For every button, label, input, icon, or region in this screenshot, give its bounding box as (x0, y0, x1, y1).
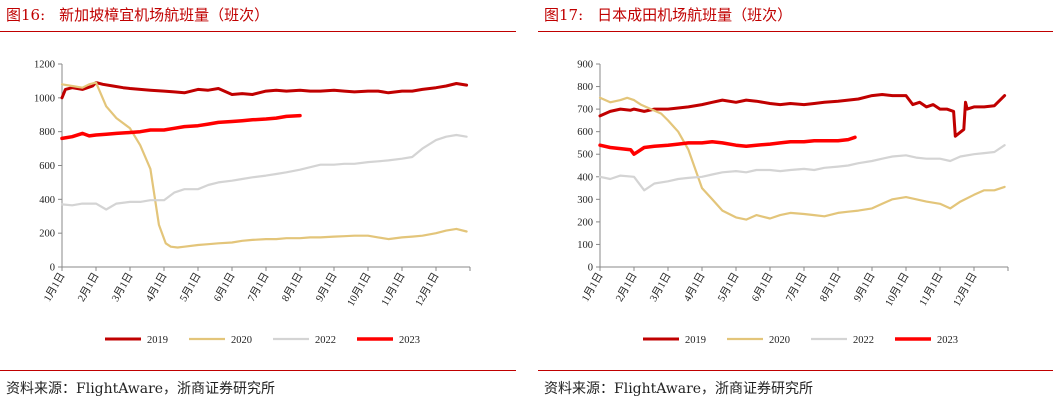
y-tick-label: 800 (577, 82, 593, 93)
x-tick-label: 10月1日 (345, 271, 374, 309)
x-tick-label: 2月1日 (613, 271, 639, 304)
y-tick-label: 400 (39, 195, 55, 206)
legend-label-2020: 2020 (231, 335, 252, 346)
x-tick-label: 11月1日 (379, 271, 408, 309)
x-tick-label: 7月1日 (783, 271, 809, 304)
legend-label-2020: 2020 (769, 335, 790, 346)
series-line-2020 (60, 81, 468, 249)
y-tick-label: 200 (577, 217, 593, 228)
legend-label-2023: 2023 (937, 335, 958, 346)
x-tick-label: 3月1日 (109, 271, 135, 304)
source-divider (0, 370, 516, 371)
figure-number: 图16: (6, 6, 46, 24)
x-tick-label: 2月1日 (75, 271, 101, 304)
y-tick-label: 800 (39, 127, 55, 138)
x-tick-label: 8月1日 (817, 271, 843, 304)
y-tick-label: 600 (577, 127, 593, 138)
chart-title: 日本成田机场航班量（班次） (597, 6, 793, 24)
source-divider (538, 370, 1053, 371)
x-tick-label: 6月1日 (211, 271, 237, 304)
series-line-2019 (598, 93, 1007, 138)
chart-title: 新加坡樟宜机场航班量（班次） (59, 6, 270, 24)
x-tick-label: 1月1日 (579, 271, 605, 304)
narita-line-chart: 0 100 200 300 400 500 600 700 800 900 1月1日 2月1日 3月1日… (577, 60, 1009, 346)
x-tick-label: 9月1日 (313, 271, 339, 304)
title-divider (0, 31, 516, 32)
x-tick-label: 4月1日 (143, 271, 169, 304)
x-tick-label: 3月1日 (647, 271, 673, 304)
source-note: 资料来源：FlightAware，浙商证券研究所 (6, 381, 276, 397)
y-tick-label: 100 (577, 240, 593, 251)
y-tick-label: 500 (577, 150, 593, 161)
x-tick-label: 6月1日 (749, 271, 775, 304)
legend-label-2023: 2023 (399, 335, 420, 346)
y-tick-label: 1000 (34, 93, 55, 104)
y-tick-label: 1200 (34, 60, 55, 71)
figure-number: 图17: (544, 6, 584, 24)
x-tick-label: 8月1日 (279, 271, 305, 304)
y-tick-label: 600 (39, 161, 55, 172)
panel-narita: 图17: 日本成田机场航班量（班次） 0 100 200 300 400 500 600 700… (538, 0, 1057, 404)
y-tick-label: 900 (577, 60, 593, 71)
x-tick-label: 7月1日 (245, 271, 271, 304)
legend-label-2019: 2019 (147, 335, 168, 346)
x-tick-label: 12月1日 (951, 271, 980, 309)
x-tick-label: 4月1日 (681, 271, 707, 304)
series-line-2020 (598, 96, 1006, 221)
y-tick-label: 300 (577, 195, 593, 206)
y-tick-label: 0 (588, 263, 593, 274)
singapore-line-chart: 0 200 400 600 800 1000 1200 1月1日 2月1日 3月1日 4月1日 5月1… (34, 60, 471, 346)
y-tick-label: 400 (577, 172, 593, 183)
series-line-2019 (60, 81, 469, 100)
x-tick-label: 10月1日 (883, 271, 912, 309)
legend-label-2022: 2022 (853, 335, 874, 346)
series-line-2023 (598, 135, 857, 156)
legend-label-2022: 2022 (315, 335, 336, 346)
x-tick-label: 5月1日 (715, 271, 741, 304)
x-tick-label: 1月1日 (41, 271, 67, 304)
series-line-2022 (60, 133, 468, 211)
figure-title: 图17: 日本成田机场航班量（班次） (544, 4, 792, 25)
series-line-2022 (598, 144, 1006, 192)
y-tick-label: 700 (577, 105, 593, 116)
title-divider (538, 31, 1053, 32)
y-tick-label: 0 (50, 263, 55, 274)
y-tick-label: 200 (39, 229, 55, 240)
x-tick-label: 9月1日 (851, 271, 877, 304)
x-tick-label: 11月1日 (917, 271, 946, 309)
source-note: 资料来源：FlightAware，浙商证券研究所 (544, 381, 814, 397)
x-tick-label: 5月1日 (177, 271, 203, 304)
panel-singapore: 图16: 新加坡樟宜机场航班量（班次） 0 200 400 600 800 1000 1200… (0, 0, 520, 404)
legend-label-2019: 2019 (685, 335, 706, 346)
x-tick-label: 12月1日 (413, 271, 442, 309)
figure-title: 图16: 新加坡樟宜机场航班量（班次） (6, 4, 269, 25)
series-line-2023 (60, 113, 302, 141)
